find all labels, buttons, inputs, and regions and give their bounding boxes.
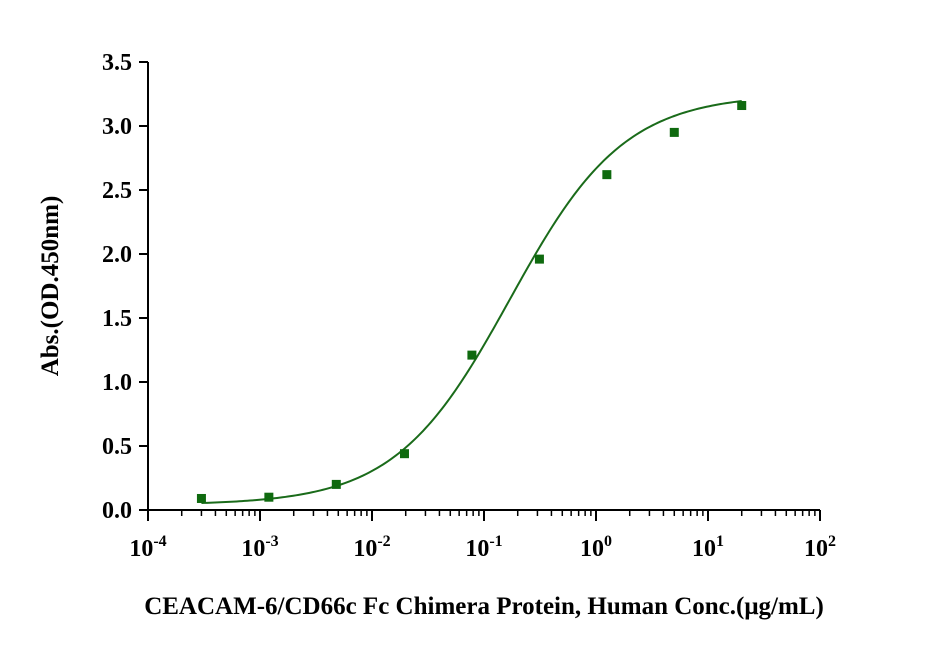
y-axis: 0.0 0.5 1.0 1.5 2.0 2.5 3.0 3.5 (102, 50, 149, 524)
data-point (669, 127, 679, 137)
y-tick-label: 0.0 (102, 498, 132, 524)
data-point (331, 479, 341, 489)
data-point (399, 449, 409, 459)
y-tick-label: 0.5 (102, 434, 132, 460)
data-point (534, 254, 544, 264)
y-axis-title: Abs.(OD.450nm) (37, 196, 64, 377)
x-tick-label: 10-4 (129, 533, 166, 562)
data-points (196, 101, 747, 503)
y-tick-label: 2.0 (102, 242, 132, 268)
x-axis-title: CEACAM-6/CD66c Fc Chimera Protein, Human… (144, 593, 824, 620)
y-tick-label: 3.0 (102, 114, 132, 140)
data-point (467, 350, 477, 360)
y-tick-label: 3.5 (102, 50, 132, 76)
y-tick-label: 2.5 (102, 178, 132, 204)
x-tick-label: 102 (804, 533, 836, 562)
y-tick-label: 1.0 (102, 370, 132, 396)
y-tick-label: 1.5 (102, 306, 132, 332)
data-point (737, 101, 747, 111)
data-point (264, 492, 274, 502)
x-tick-label: 100 (580, 533, 612, 562)
x-tick-label: 10-1 (465, 533, 502, 562)
fit-curve (201, 100, 742, 505)
data-point (602, 170, 612, 180)
x-axis: 10-4 10-3 10-2 10-1 100 101 102 (129, 509, 836, 562)
x-tick-label: 10-3 (241, 533, 278, 562)
x-tick-label: 10-2 (353, 533, 390, 562)
data-point (196, 493, 206, 503)
x-tick-label: 101 (692, 533, 724, 562)
